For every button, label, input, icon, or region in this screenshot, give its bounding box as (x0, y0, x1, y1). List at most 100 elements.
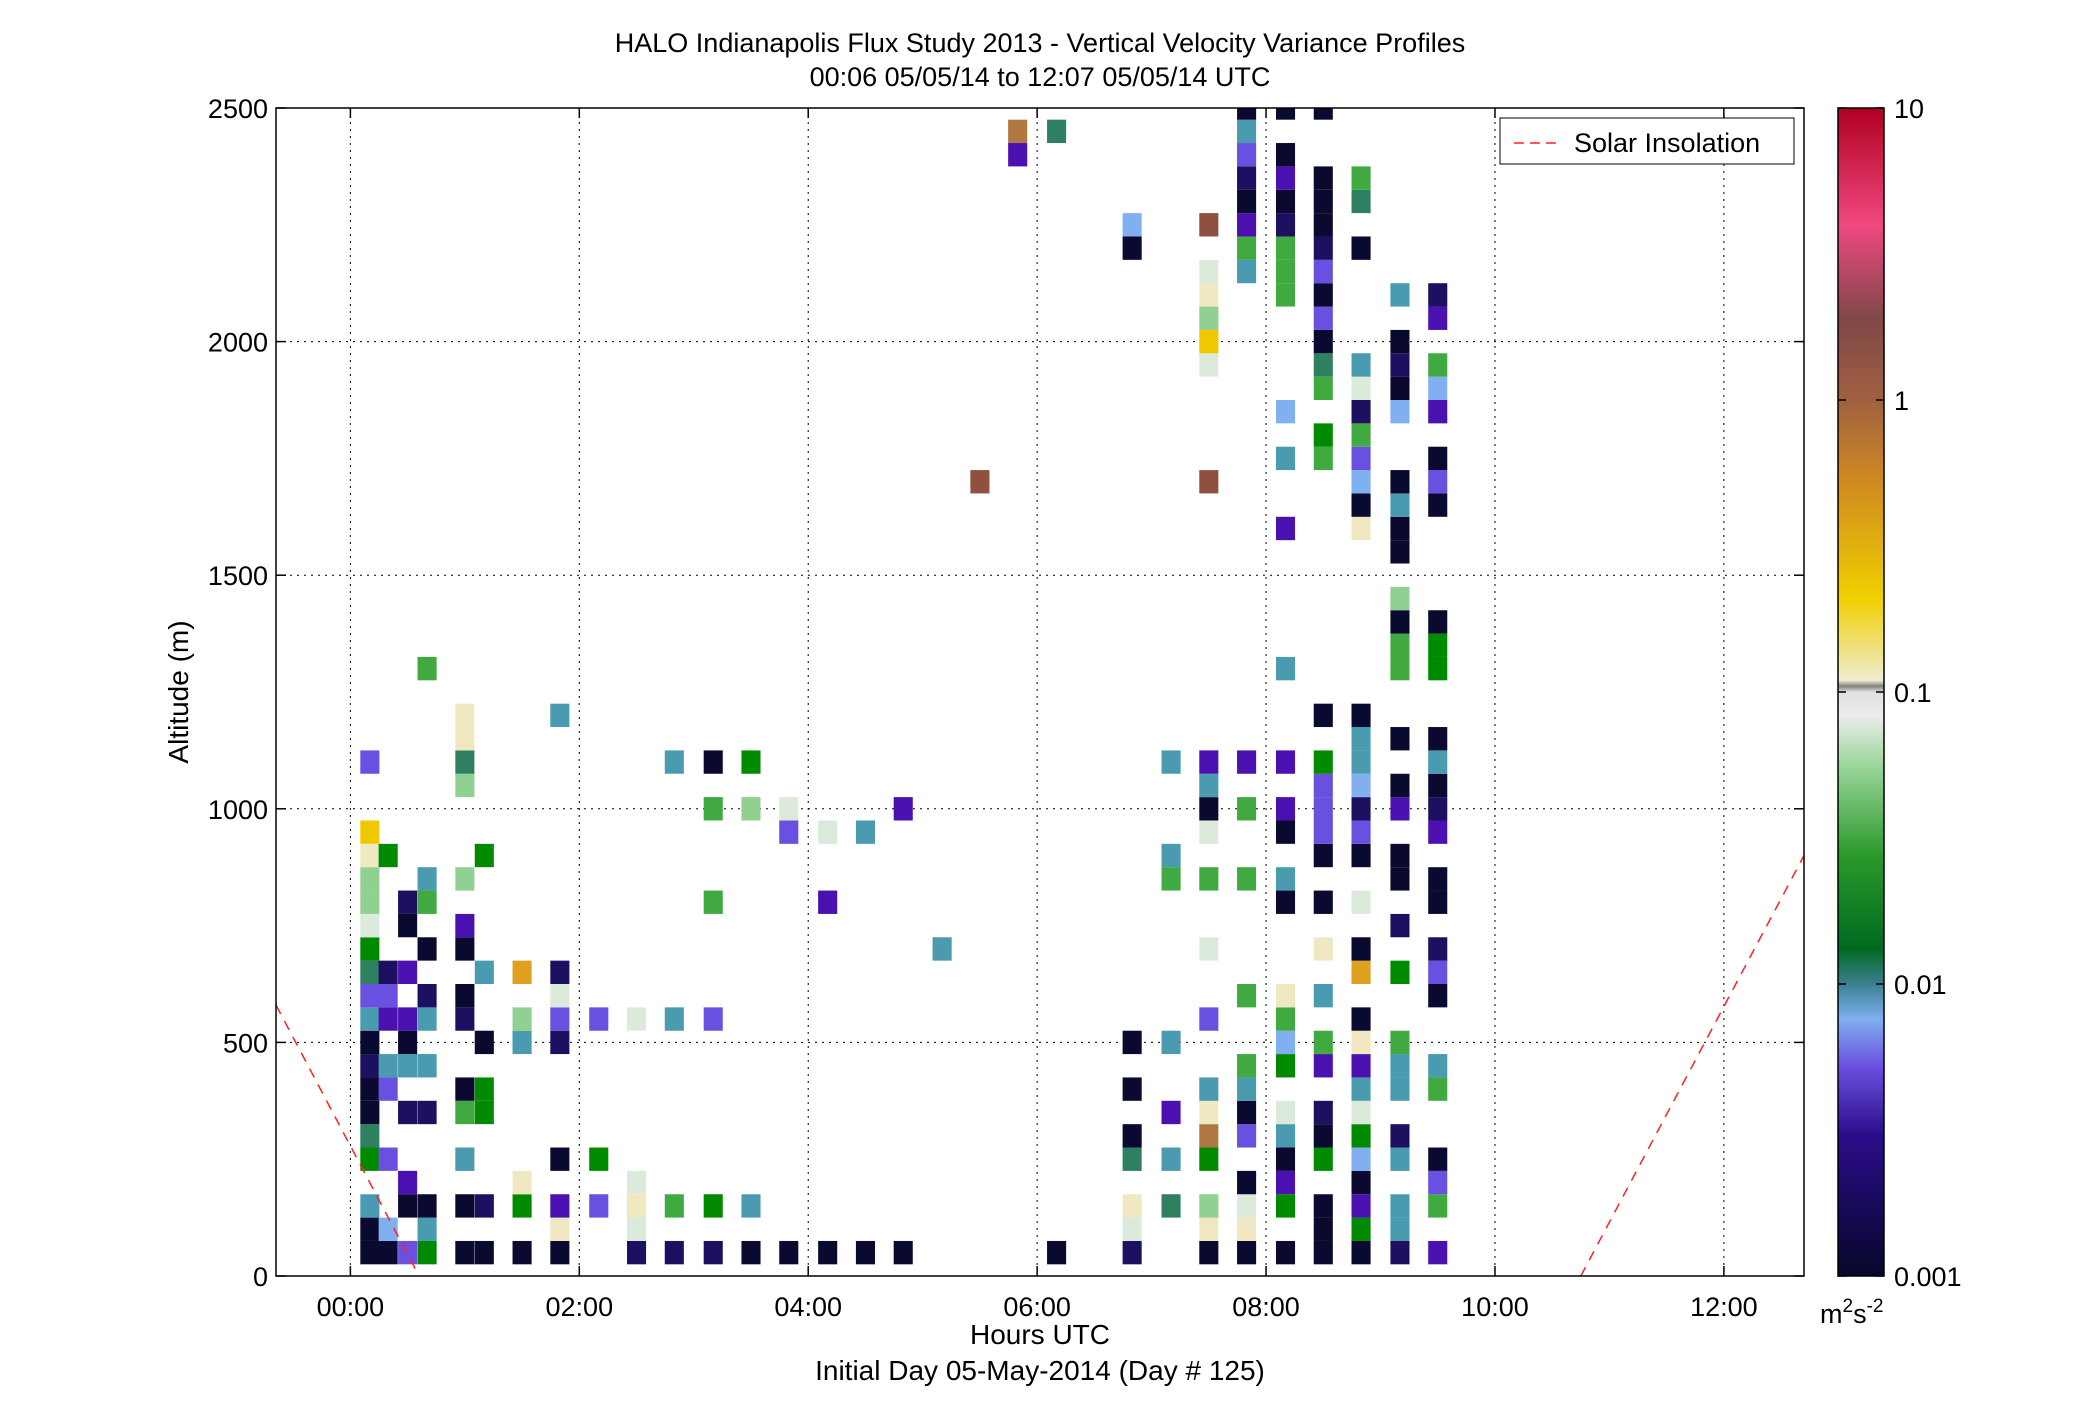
heatmap-cell (417, 656, 437, 681)
heatmap-cell (1351, 1240, 1371, 1265)
heatmap-cell (1199, 1194, 1219, 1218)
heatmap-cell (1275, 1054, 1296, 1078)
heatmap-cell (378, 984, 398, 1008)
heatmap-cell (398, 1007, 418, 1031)
heatmap-cell (1161, 1030, 1181, 1055)
heatmap-cell (1313, 166, 1333, 190)
heatmap-cell (378, 1007, 398, 1031)
heatmap-cell (1313, 213, 1333, 237)
heatmap-cell (1161, 843, 1181, 868)
heatmap-cell (398, 1194, 418, 1218)
heatmap-cell (398, 913, 418, 938)
heatmap-cell (455, 1077, 475, 1101)
heatmap-cell (550, 1147, 570, 1171)
heatmap-cell (1199, 329, 1219, 354)
colorbar-tick-label: 0.01 (1894, 970, 1947, 1000)
heatmap-cell (512, 1030, 532, 1055)
heatmap-cell (626, 1194, 647, 1218)
heatmap-cell (818, 820, 838, 844)
heatmap-cell (1351, 376, 1371, 400)
heatmap-cell (1351, 1124, 1371, 1148)
heatmap-cell (1390, 516, 1410, 541)
heatmap-cell (1390, 913, 1410, 938)
heatmap-cell (779, 820, 799, 844)
y-tick-label: 500 (223, 1028, 268, 1058)
heatmap-cell (512, 960, 532, 984)
heatmap-cell (512, 1007, 532, 1031)
plot-area (276, 108, 1804, 1276)
x-tick-label: 06:00 (1003, 1292, 1071, 1322)
colorbar-tick-label: 0.1 (1894, 678, 1932, 708)
heatmap-cell (1313, 1147, 1333, 1171)
heatmap-cell (360, 1240, 380, 1265)
heatmap-cell (360, 1030, 380, 1055)
heatmap-cell (455, 1240, 475, 1265)
heatmap-cell (893, 797, 913, 821)
heatmap-cell (1047, 119, 1067, 144)
heatmap-cell (398, 1240, 418, 1265)
colorbar-tick-label: 0.001 (1894, 1262, 1962, 1292)
heatmap-cell (378, 1217, 398, 1241)
heatmap-cell (1351, 703, 1371, 728)
heatmap-cell (741, 797, 761, 821)
heatmap-cell (1313, 1217, 1333, 1241)
heatmap-cell (1237, 119, 1257, 144)
heatmap-cell (1428, 773, 1448, 798)
gridlines (276, 108, 1804, 1276)
heatmap-cell (1428, 470, 1448, 494)
heatmap-cell (1351, 797, 1371, 821)
heatmap-cell (703, 1240, 723, 1265)
heatmap-cell (1161, 867, 1181, 891)
heatmap-cell (1275, 1170, 1296, 1195)
heatmap-cell (398, 960, 418, 984)
heatmap-cell (1428, 890, 1448, 914)
heatmap-cell (398, 1030, 418, 1055)
heatmap-cell (664, 1194, 684, 1218)
heatmap-cell (1390, 1077, 1410, 1101)
heatmap-cell (1313, 890, 1333, 914)
heatmap-cell (1237, 1217, 1257, 1241)
heatmap-cell (1428, 400, 1448, 424)
heatmap-cell (1351, 750, 1371, 774)
heatmap-cell (417, 1100, 437, 1125)
heatmap-cell (1351, 400, 1371, 424)
x-axis-sublabel: Initial Day 05-May-2014 (Day # 125) (815, 1355, 1265, 1386)
heatmap-cell (1199, 1077, 1219, 1101)
heatmap-cell (1351, 960, 1371, 984)
heatmap-cell (1199, 306, 1219, 330)
heatmap-cell (360, 913, 380, 938)
heatmap-cell (1237, 1054, 1257, 1078)
heatmap-cell (893, 1240, 913, 1265)
heatmap-cell (1237, 213, 1257, 237)
heatmap-cell (1351, 727, 1371, 751)
heatmap-cell (1351, 1147, 1371, 1171)
heatmap-cell (1313, 1030, 1333, 1055)
heatmap-cell (1390, 960, 1410, 984)
heatmap-cell (1047, 1240, 1067, 1265)
heatmap-cell (550, 1030, 570, 1055)
heatmap-cell (1313, 376, 1333, 400)
heatmap-cell (1275, 143, 1296, 167)
heatmap-cell (1313, 189, 1333, 214)
heatmap-cell (664, 750, 684, 774)
heatmap-cell (1351, 353, 1371, 377)
heatmap-cell (1351, 1077, 1371, 1101)
heatmap-cell (474, 1030, 494, 1055)
heatmap-cell (1275, 516, 1296, 541)
heatmap-cell (1390, 867, 1410, 891)
heatmap-cell (1275, 446, 1296, 471)
heatmap-cell (1237, 1124, 1257, 1148)
heatmap-cell (1390, 353, 1410, 377)
heatmap-cell (1390, 610, 1410, 634)
heatmap-cell (1351, 1217, 1371, 1241)
heatmap-cell (1313, 353, 1333, 377)
heatmap-cell (626, 1217, 647, 1241)
heatmap-cell (1313, 1194, 1333, 1218)
heatmap-cell (360, 937, 380, 961)
heatmap-cell (1390, 656, 1410, 681)
heatmap-cell (1351, 1194, 1371, 1218)
heatmap-cell (417, 1054, 437, 1078)
heatmap-cell (1275, 1100, 1296, 1125)
heatmap-cell (1237, 1194, 1257, 1218)
heatmap-cell (1351, 1007, 1371, 1031)
